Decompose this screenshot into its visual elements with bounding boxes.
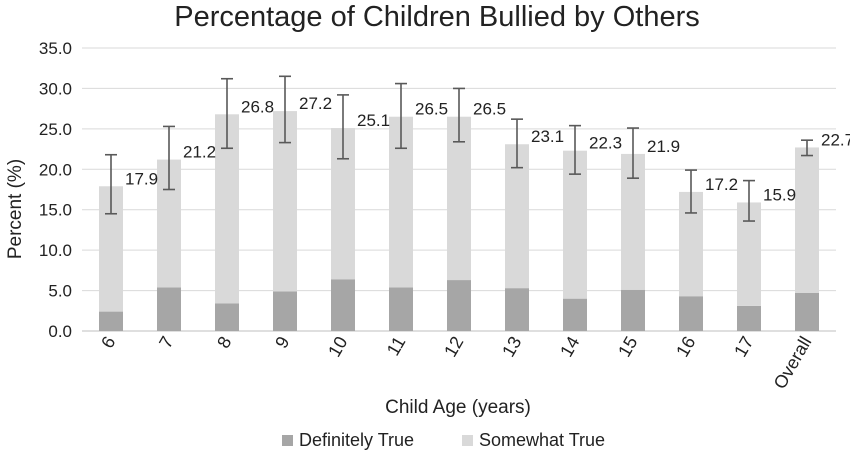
bar-somewhat-true bbox=[795, 147, 819, 293]
bar-somewhat-true bbox=[447, 116, 471, 281]
y-tick-label: 20.0 bbox=[39, 160, 72, 179]
legend-swatch-somewhat-true bbox=[462, 435, 473, 446]
x-tick-label: 8 bbox=[213, 333, 235, 352]
x-tick-label: 17 bbox=[730, 333, 757, 360]
y-tick-label: 25.0 bbox=[39, 120, 72, 139]
total-value-label: 26.5 bbox=[415, 100, 448, 119]
x-tick-label: 14 bbox=[556, 333, 583, 360]
total-value-label: 15.9 bbox=[763, 185, 796, 204]
total-value-label: 17.9 bbox=[125, 169, 158, 188]
total-value-label: 21.2 bbox=[183, 143, 216, 162]
bar-definitely-true bbox=[157, 287, 181, 331]
x-tick-label: 13 bbox=[498, 333, 525, 360]
bar-definitely-true bbox=[563, 298, 587, 331]
bar-definitely-true bbox=[795, 292, 819, 331]
x-tick-label: Overall bbox=[770, 333, 816, 392]
y-tick-label: 15.0 bbox=[39, 201, 72, 220]
total-value-label: 23.1 bbox=[531, 127, 564, 146]
y-tick-label: 5.0 bbox=[48, 282, 72, 301]
total-value-label: 26.8 bbox=[241, 97, 274, 116]
legend-swatch-definitely-true bbox=[282, 435, 293, 446]
bar-somewhat-true bbox=[563, 150, 587, 299]
x-tick-label: 10 bbox=[324, 333, 351, 360]
total-value-label: 26.5 bbox=[473, 100, 506, 119]
x-tick-label: 6 bbox=[97, 333, 119, 352]
total-value-label: 22.7 bbox=[821, 130, 850, 149]
bar-definitely-true bbox=[679, 296, 703, 331]
bar-definitely-true bbox=[99, 311, 123, 331]
error-bars bbox=[105, 75, 813, 222]
y-tick-labels: 0.0 5.0 10.0 15.0 20.0 25.0 30.0 35.0 bbox=[39, 39, 72, 341]
total-value-label: 17.2 bbox=[705, 175, 738, 194]
total-value-label: 27.2 bbox=[299, 94, 332, 113]
bar-definitely-true bbox=[505, 288, 529, 331]
x-tick-label: 15 bbox=[614, 333, 641, 360]
bar-definitely-true bbox=[447, 280, 471, 331]
y-axis-label: Percent (%) bbox=[5, 159, 26, 259]
y-tick-label: 10.0 bbox=[39, 241, 72, 260]
legend-label-somewhat-true: Somewhat True bbox=[479, 430, 605, 450]
x-tick-label: 7 bbox=[155, 333, 177, 352]
y-tick-label: 0.0 bbox=[48, 322, 72, 341]
x-axis-label: Child Age (years) bbox=[385, 397, 531, 418]
bar-definitely-true bbox=[389, 287, 413, 331]
total-value-label: 21.9 bbox=[647, 137, 680, 156]
total-value-label: 25.1 bbox=[357, 111, 390, 130]
bar-definitely-true bbox=[273, 291, 297, 331]
legend: Definitely True Somewhat True bbox=[282, 430, 605, 450]
x-tick-labels: 6 7 8 9 10 11 12 13 14 15 16 17 Overall bbox=[97, 333, 815, 392]
x-tick-label: 9 bbox=[271, 333, 293, 352]
total-labels: 17.9 21.2 26.8 27.2 25.1 26.5 26.5 23.1 22.3 21.9… bbox=[125, 94, 850, 204]
x-tick-label: 12 bbox=[440, 333, 467, 360]
x-tick-label: 11 bbox=[383, 333, 410, 359]
chart-title: Percentage of Children Bullied by Others bbox=[174, 1, 700, 33]
bar-definitely-true bbox=[331, 279, 355, 331]
total-value-label: 22.3 bbox=[589, 134, 622, 153]
bar-definitely-true bbox=[215, 303, 239, 331]
x-tick-label: 16 bbox=[672, 333, 699, 360]
bar-definitely-true bbox=[737, 305, 761, 331]
y-tick-label: 35.0 bbox=[39, 39, 72, 58]
y-tick-label: 30.0 bbox=[39, 79, 72, 98]
bar-definitely-true bbox=[621, 289, 645, 331]
legend-label-definitely-true: Definitely True bbox=[299, 430, 414, 450]
